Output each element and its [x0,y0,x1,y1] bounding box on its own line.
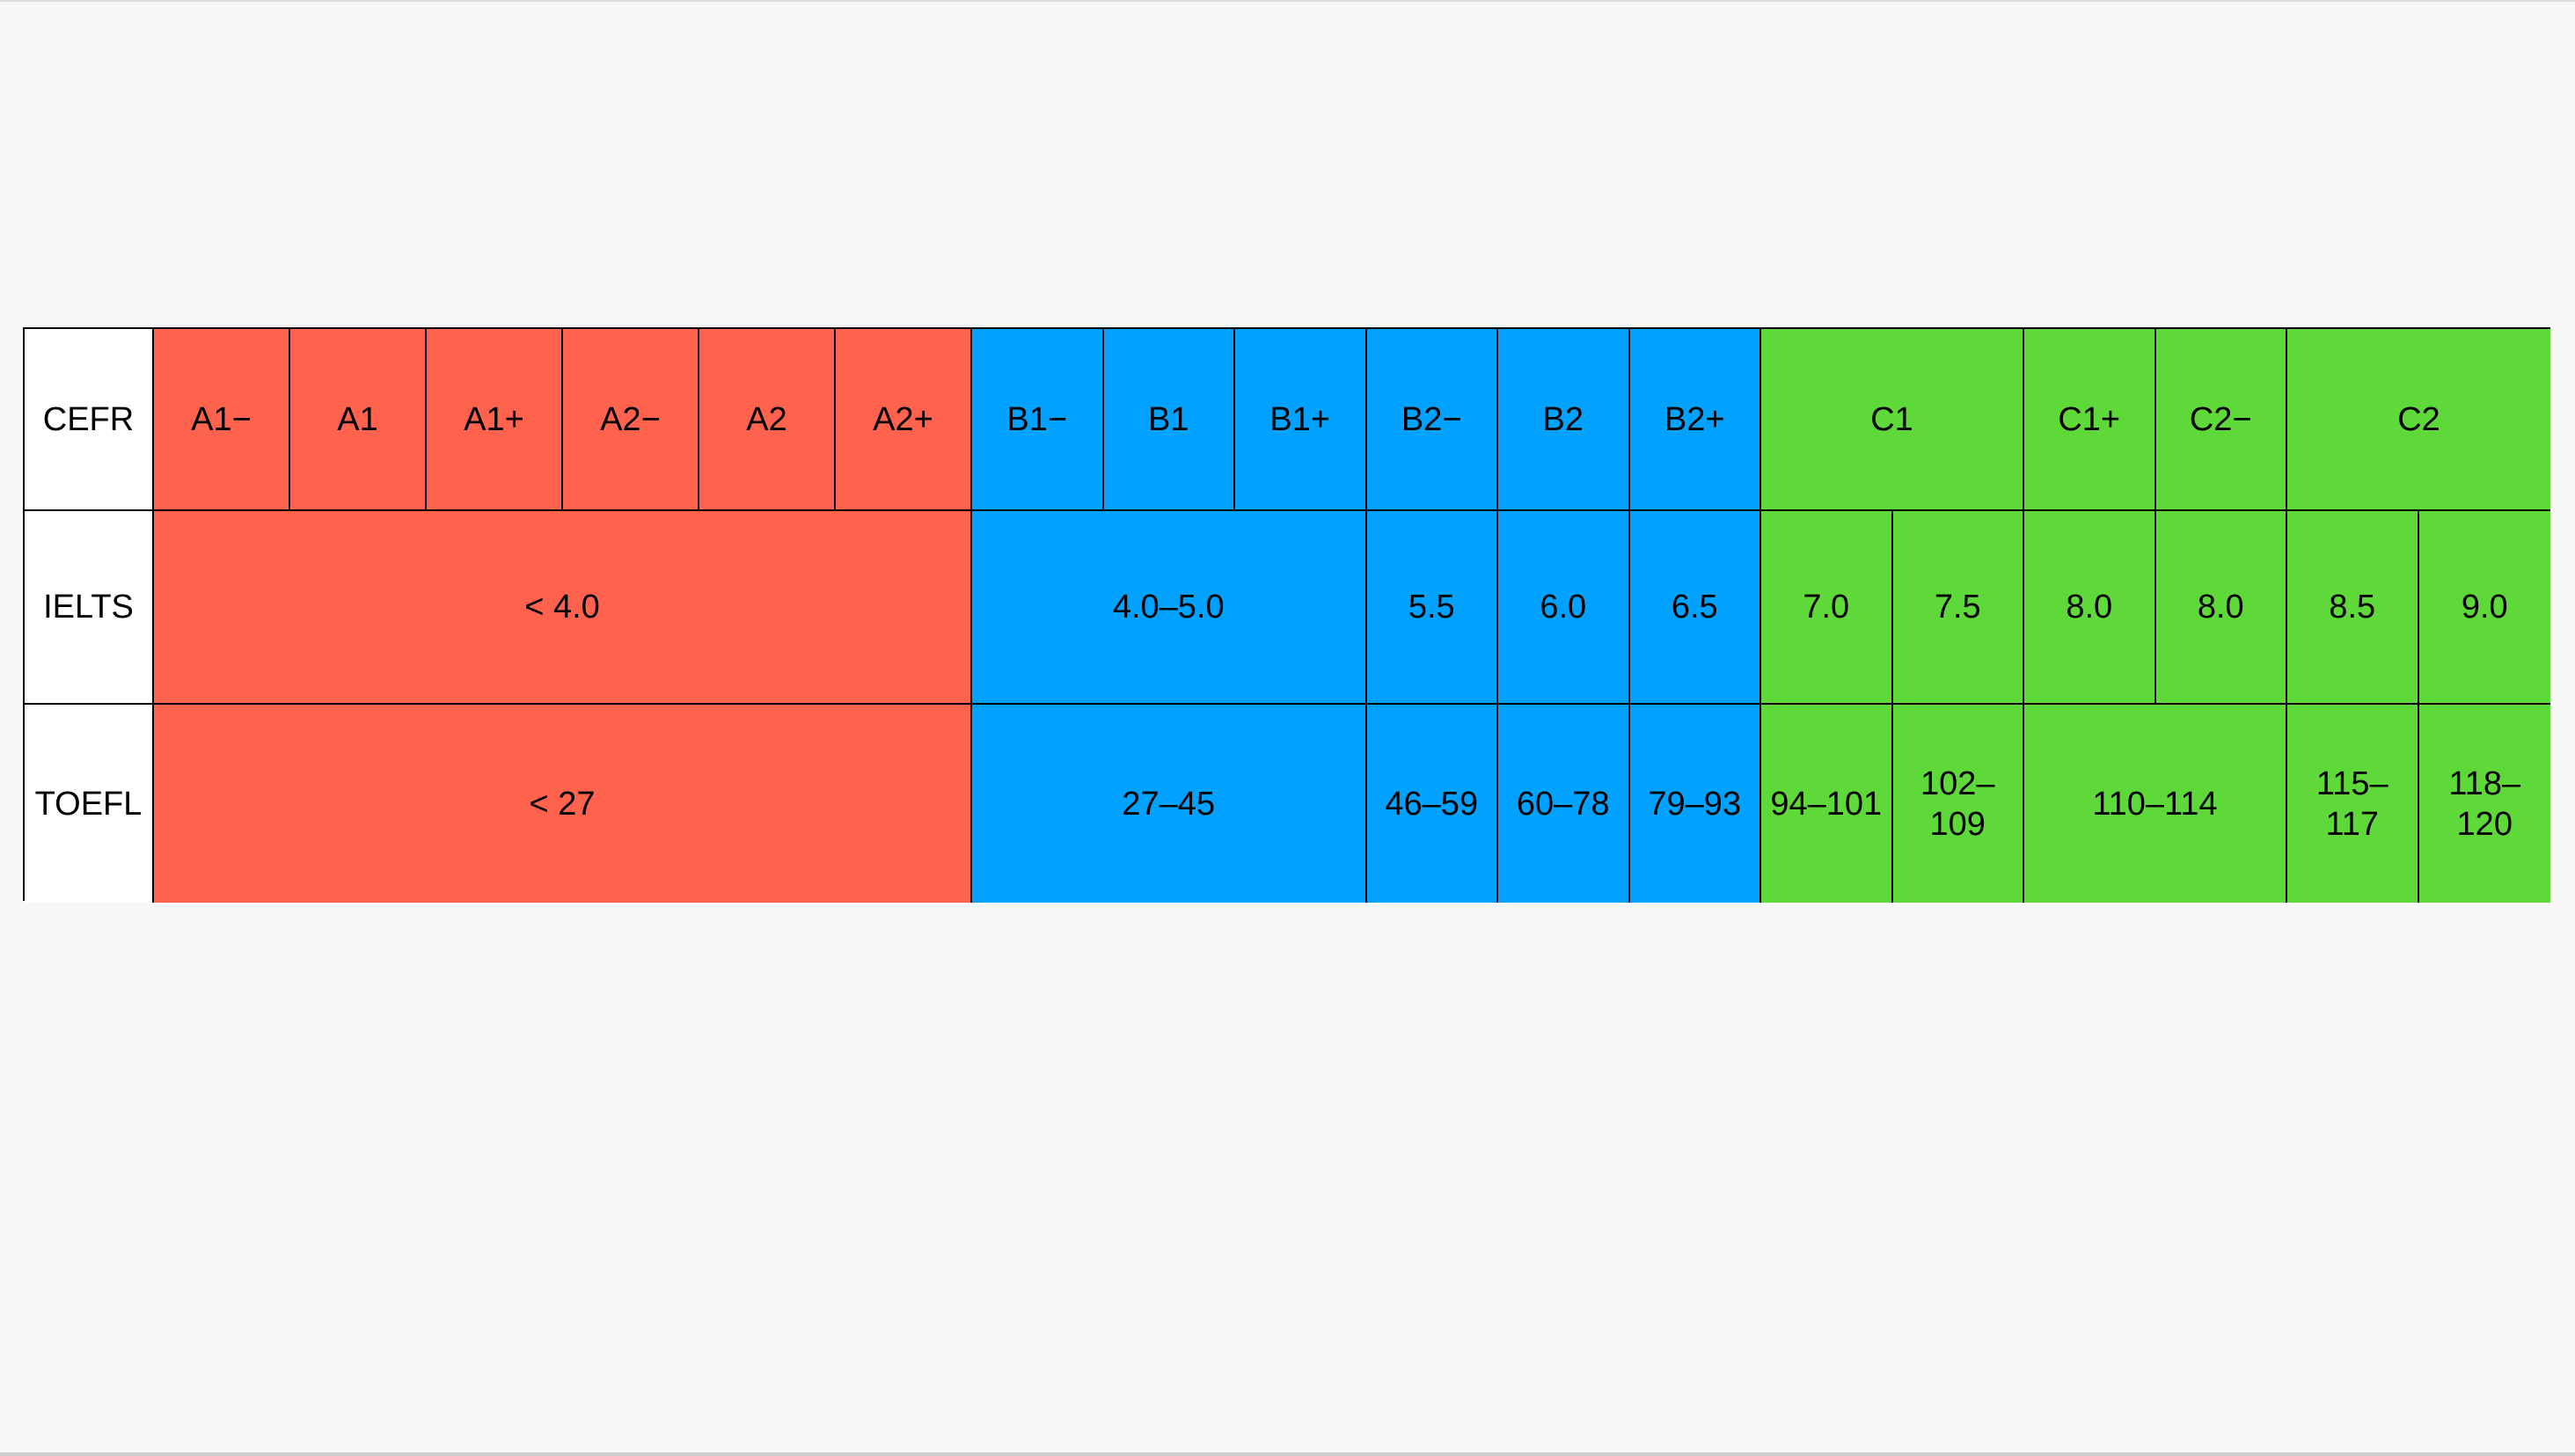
ielts-score: 5.5 [1366,511,1498,705]
toefl-score: 102– 109 [1892,705,2024,903]
toefl-score: 94–101 [1761,705,1893,903]
ielts-score: 8.0 [2155,511,2287,705]
cefr-level-b1: B1 [1103,329,1235,511]
toefl-score: 46–59 [1366,705,1498,903]
toefl-score: < 27 [154,705,972,903]
cefr-level-a2-plus: A2+ [836,329,972,511]
cefr-level-c1-plus: C1+ [2024,329,2156,511]
ielts-score: 8.0 [2024,511,2156,705]
cefr-level-a2-minus: A2− [563,329,699,511]
top-border [0,0,2575,2]
toefl-score: 79–93 [1629,705,1761,903]
toefl-score: 60–78 [1498,705,1630,903]
cefr-level-a2: A2 [699,329,836,511]
toefl-score: 118– 120 [2418,705,2550,903]
cefr-level-b2-minus: B2− [1366,329,1498,511]
ielts-score: < 4.0 [154,511,972,705]
ielts-score: 6.0 [1498,511,1630,705]
bottom-border [0,1452,2575,1456]
ielts-score: 7.0 [1761,511,1893,705]
cefr-level-c2-minus: C2− [2155,329,2287,511]
cefr-level-a1: A1 [290,329,427,511]
toefl-score: 27–45 [972,705,1367,903]
cefr-level-b2-plus: B2+ [1629,329,1761,511]
cefr-level-c1: C1 [1761,329,2024,511]
cefr-level-b1-plus: B1+ [1235,329,1367,511]
cefr-ielts-toefl-comparison-table: CEFR A1− A1 A1+ A2− A2 A2+ B1− B1 B1+ B2… [23,327,2550,903]
row-label-ielts: IELTS [25,511,154,705]
row-label-toefl: TOEFL [25,705,154,903]
ielts-score: 4.0–5.0 [972,511,1367,705]
ielts-score: 8.5 [2287,511,2419,705]
cefr-level-c2: C2 [2287,329,2550,511]
ielts-score: 9.0 [2418,511,2550,705]
cefr-level-b2: B2 [1498,329,1630,511]
toefl-score: 115– 117 [2287,705,2419,903]
ielts-score: 6.5 [1629,511,1761,705]
ielts-score: 7.5 [1892,511,2024,705]
cefr-level-a1-plus: A1+ [427,329,563,511]
cefr-level-b1-minus: B1− [972,329,1104,511]
toefl-score: 110–114 [2024,705,2287,903]
cefr-level-a1-minus: A1− [154,329,290,511]
row-label-cefr: CEFR [25,329,154,511]
